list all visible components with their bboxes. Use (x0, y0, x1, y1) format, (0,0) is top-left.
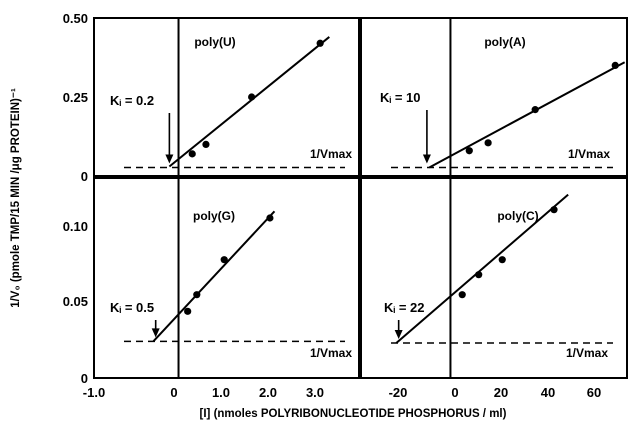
x-tick-left-neg1: -1.0 (83, 385, 105, 400)
data-point-poly-a-1 (466, 147, 473, 154)
vmax-label-poly-a: 1/Vmax (568, 147, 610, 161)
data-point-poly-c-1 (459, 291, 466, 298)
data-point-poly-c-2 (475, 271, 482, 278)
data-point-poly-a-4 (612, 62, 619, 69)
panel-poly-c: poly(C) Kᵢ = 22 1/Vmax (384, 178, 613, 378)
panel-title-poly-a: poly(A) (484, 35, 525, 49)
x-tick-right-40: 40 (541, 385, 555, 400)
ki-label-poly-u: Kᵢ = 0.2 (110, 93, 154, 108)
data-point-poly-u-3 (248, 93, 255, 100)
data-point-poly-g-4 (266, 214, 273, 221)
vmax-label-poly-g: 1/Vmax (310, 346, 352, 360)
data-point-poly-c-3 (499, 256, 506, 263)
panel-title-poly-c: poly(C) (497, 209, 538, 223)
fit-line-poly-c (396, 195, 568, 343)
panel-title-poly-u: poly(U) (194, 35, 235, 49)
y-axis-label: 1/V₀ (pmole TMP/15 MIN /μg PROTEIN)⁻¹ (10, 88, 22, 308)
ki-label-poly-g: Kᵢ = 0.5 (110, 300, 154, 315)
data-point-poly-c-4 (550, 206, 557, 213)
x-tick-right-neg20: -20 (389, 385, 408, 400)
x-tick-right-0: 0 (451, 385, 458, 400)
y-tick-top-0: 0 (81, 169, 88, 184)
ki-arrow-head-poly-u (165, 154, 173, 163)
ki-label-poly-a: Kᵢ = 10 (380, 90, 421, 105)
panel-poly-a: poly(A) Kᵢ = 10 1/Vmax (380, 18, 625, 176)
data-point-poly-a-2 (485, 139, 492, 146)
ki-label-poly-c: Kᵢ = 22 (384, 300, 425, 315)
x-tick-left-0: 0 (170, 385, 177, 400)
panel-title-poly-g: poly(G) (193, 209, 235, 223)
data-point-poly-g-1 (184, 308, 191, 315)
data-point-poly-g-2 (193, 291, 200, 298)
x-tick-left-1: 1.0 (212, 385, 230, 400)
panel-poly-u: poly(U) Kᵢ = 0.2 1/Vmax (110, 18, 352, 176)
y-tick-top-050: 0.50 (63, 11, 88, 26)
data-point-poly-u-2 (202, 141, 209, 148)
data-point-poly-g-3 (221, 256, 228, 263)
vmax-label-poly-u: 1/Vmax (310, 147, 352, 161)
x-tick-right-60: 60 (587, 385, 601, 400)
x-tick-left-3: 3.0 (306, 385, 324, 400)
ki-arrow-head-poly-a (423, 154, 431, 163)
vmax-label-poly-c: 1/Vmax (566, 346, 608, 360)
y-tick-bottom-0: 0 (81, 371, 88, 386)
x-tick-left-2: 2.0 (259, 385, 277, 400)
x-tick-right-20: 20 (494, 385, 508, 400)
fit-line-poly-u (169, 37, 329, 167)
x-axis-label: [I] (nmoles POLYRIBONUCLEOTIDE PHOSPHORU… (200, 408, 507, 420)
data-point-poly-a-3 (532, 106, 539, 113)
panel-poly-g: poly(G) Kᵢ = 0.5 1/Vmax (110, 178, 352, 378)
data-point-poly-u-1 (189, 150, 196, 157)
y-tick-top-025: 0.25 (63, 90, 88, 105)
fit-line-poly-g (153, 211, 274, 341)
data-point-poly-u-4 (317, 40, 324, 47)
y-tick-bottom-005: 0.05 (63, 294, 88, 309)
y-tick-bottom-010: 0.10 (63, 219, 88, 234)
